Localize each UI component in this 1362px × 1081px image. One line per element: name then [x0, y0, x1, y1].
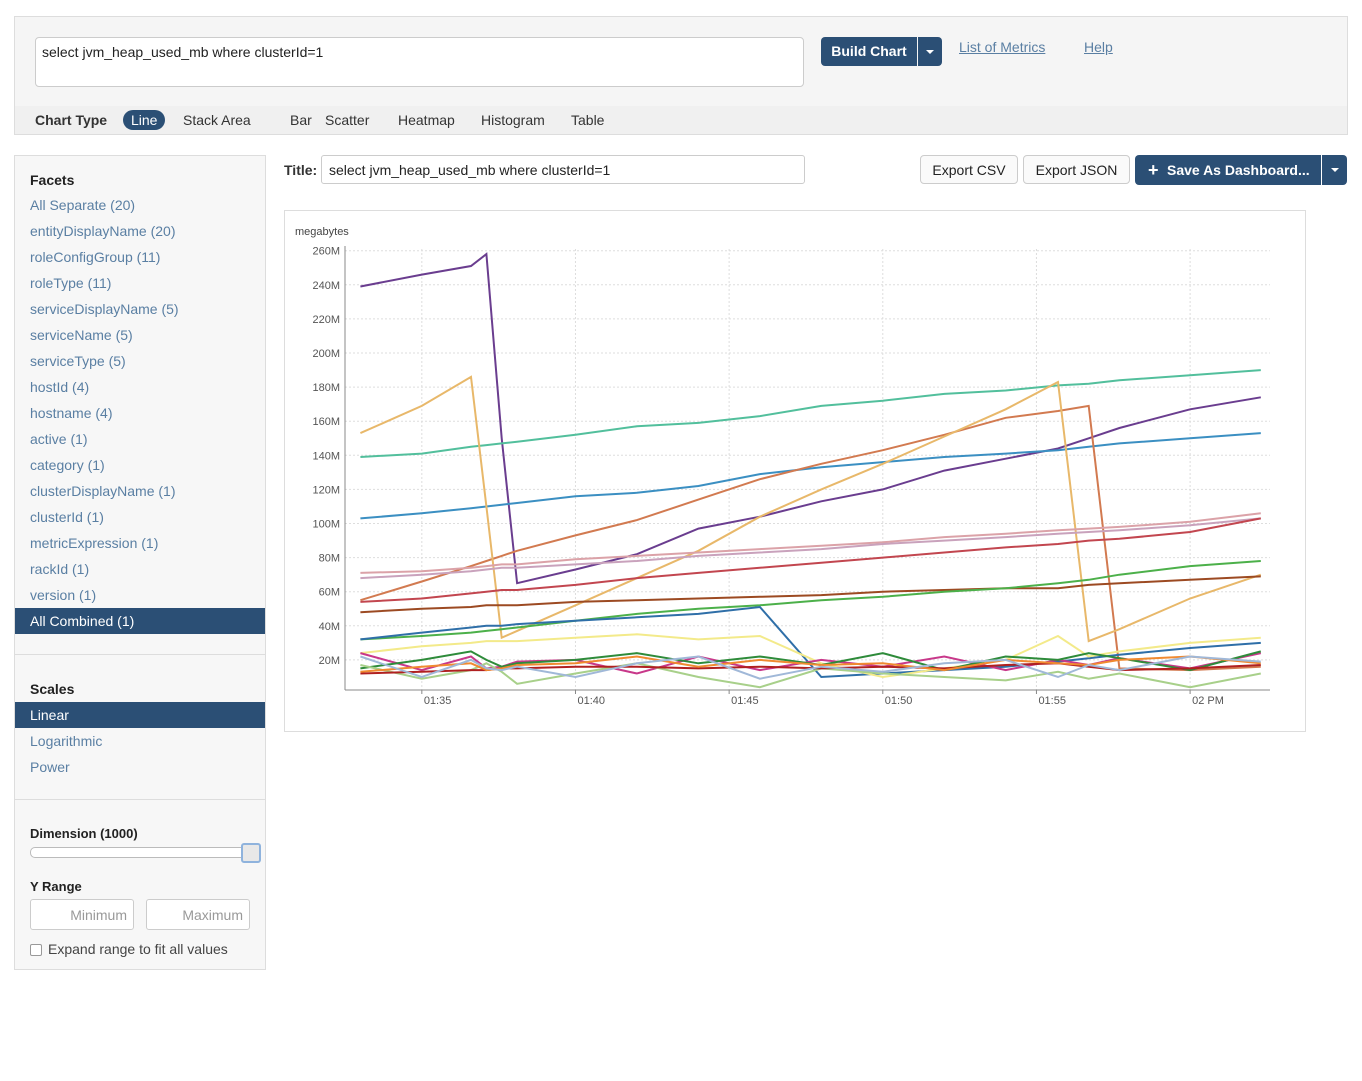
facet-item[interactable]: clusterDisplayName (1)	[30, 483, 176, 499]
help-link[interactable]: Help	[1084, 39, 1113, 55]
plus-icon: +	[1148, 160, 1159, 180]
y-tick-label: 260M	[312, 246, 340, 258]
x-tick-label: 01:50	[885, 695, 913, 707]
y-tick-label: 140M	[312, 450, 340, 462]
chart-type-option[interactable]: Line	[123, 110, 166, 130]
save-dropdown[interactable]	[1322, 155, 1347, 185]
facet-item[interactable]: rackId (1)	[30, 561, 90, 577]
x-tick-label: 01:55	[1038, 695, 1066, 707]
y-axis-label: megabytes	[295, 226, 349, 238]
chart-type-label: Chart Type	[35, 112, 108, 128]
series-line	[360, 432, 1261, 520]
metrics-link[interactable]: List of Metrics	[959, 39, 1046, 55]
build-chart-button[interactable]: Build Chart	[821, 37, 917, 66]
chart-type-option[interactable]: Bar	[290, 112, 312, 128]
series-line	[360, 605, 1261, 679]
y-tick-label: 180M	[312, 382, 340, 394]
y-tick-label: 120M	[312, 484, 340, 496]
expand-label: Expand range to fit all values	[48, 941, 228, 957]
y-tick-label: 220M	[312, 314, 340, 326]
scale-item[interactable]: Logarithmic	[30, 733, 103, 749]
x-tick-label: 01:40	[577, 695, 605, 707]
dimension-label: Dimension (1000)	[30, 826, 138, 841]
series-line	[360, 633, 1261, 679]
export-json-button[interactable]: Export JSON	[1023, 155, 1130, 184]
y-tick-label: 200M	[312, 348, 340, 360]
series-line	[360, 662, 1261, 689]
x-tick-label: 01:45	[731, 695, 759, 707]
scale-item[interactable]: Linear	[15, 702, 265, 728]
title-input[interactable]: select jvm_heap_used_mb where clusterId=…	[321, 155, 805, 184]
separator	[15, 799, 265, 800]
series-line	[360, 652, 1262, 675]
facet-item[interactable]: All Separate (20)	[30, 197, 136, 213]
title-label: Title:	[284, 162, 318, 178]
facet-item[interactable]: roleType (11)	[30, 275, 112, 291]
facet-item[interactable]: entityDisplayName (20)	[30, 223, 176, 239]
chart-type-bar: Chart Type Line Stack Area Bar Scatter Heatm…	[14, 106, 1348, 135]
series-line	[360, 252, 1261, 585]
query-input[interactable]: select jvm_heap_used_mb where clusterId=…	[35, 37, 804, 87]
y-tick-label: 20M	[319, 655, 340, 667]
series-line	[360, 560, 1261, 641]
export-csv-button[interactable]: Export CSV	[920, 155, 1018, 184]
series-line	[360, 404, 1261, 672]
series-line	[360, 369, 1261, 458]
series-line	[360, 655, 1261, 673]
series-line	[360, 655, 1261, 680]
facet-item[interactable]: serviceName (5)	[30, 327, 133, 343]
y-tick-label: 100M	[312, 519, 340, 531]
x-tick-label: 02 PM	[1192, 695, 1224, 707]
series-line	[360, 517, 1261, 603]
separator	[15, 654, 265, 655]
facet-item[interactable]: category (1)	[30, 457, 105, 473]
max-input[interactable]: Maximum	[146, 899, 250, 930]
facet-item[interactable]: active (1)	[30, 431, 88, 447]
facets-title: Facets	[30, 172, 75, 188]
scales-title: Scales	[30, 681, 75, 697]
chart-type-option[interactable]: Table	[571, 112, 605, 128]
x-tick-label: 01:35	[424, 695, 452, 707]
facet-item[interactable]: hostId (4)	[30, 379, 90, 395]
facet-item[interactable]: serviceType (5)	[30, 353, 126, 369]
facet-item[interactable]: hostname (4)	[30, 405, 113, 421]
save-dashboard-button[interactable]: Save As Dashboard...	[1135, 155, 1321, 185]
slider-track[interactable]	[30, 847, 250, 858]
y-tick-label: 60M	[319, 587, 340, 599]
checkbox[interactable]	[30, 944, 42, 956]
slider-thumb[interactable]	[241, 843, 261, 863]
series-line	[360, 575, 1261, 614]
facet-item[interactable]: serviceDisplayName (5)	[30, 301, 179, 317]
chart-frame	[284, 210, 1306, 732]
facet-item[interactable]: All Combined (1)	[15, 608, 265, 634]
chart-type-option[interactable]: Scatter	[325, 112, 370, 128]
series-line	[360, 517, 1261, 580]
sidebar: Facets Scales Dimension (1000) Y Range M…	[14, 155, 266, 970]
query-panel: select jvm_heap_used_mb where clusterId=…	[14, 16, 1348, 107]
chart-type-option[interactable]: Histogram	[481, 112, 545, 128]
y-tick-label: 240M	[312, 280, 340, 292]
facet-item[interactable]: clusterId (1)	[30, 509, 104, 525]
y-tick-label: 160M	[312, 416, 340, 428]
series-line	[360, 650, 1262, 672]
build-dropdown[interactable]	[918, 37, 942, 66]
chart-type-option[interactable]: Heatmap	[398, 112, 455, 128]
scale-item[interactable]: Power	[30, 759, 70, 775]
y-tick-label: 40M	[319, 621, 340, 633]
facet-item[interactable]: roleConfigGroup (11)	[30, 249, 161, 265]
y-tick-label: 80M	[319, 553, 340, 565]
series-line	[359, 375, 1262, 643]
series-line	[360, 512, 1261, 574]
y-range-title: Y Range	[30, 879, 82, 894]
facet-item[interactable]: version (1)	[30, 587, 97, 603]
min-input[interactable]: Minimum	[30, 899, 134, 930]
series-line	[360, 662, 1261, 675]
facet-item[interactable]: metricExpression (1)	[30, 535, 159, 551]
chart-type-option[interactable]: Stack Area	[183, 112, 251, 128]
